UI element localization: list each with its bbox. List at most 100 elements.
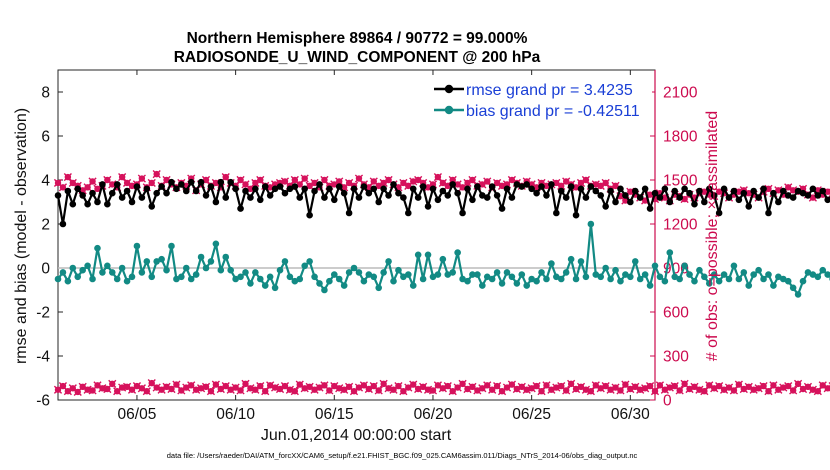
bias-point	[676, 275, 683, 283]
rmse-point	[266, 192, 274, 199]
rmse-point	[775, 198, 782, 206]
bias-point	[390, 277, 397, 285]
y-right-tick-label: 1500	[663, 173, 698, 190]
bias-point	[809, 271, 817, 278]
rmse-point	[434, 196, 442, 204]
bias-point	[794, 291, 802, 298]
rmse-point	[755, 194, 762, 201]
rmse-point	[730, 187, 738, 195]
obs-possible-marker	[414, 175, 423, 185]
rmse-point	[237, 205, 244, 212]
rmse-point	[562, 194, 570, 201]
bias-point	[508, 273, 516, 281]
bias-point	[84, 262, 91, 270]
bias-point	[819, 266, 827, 274]
rmse-point	[350, 185, 358, 193]
rmse-point	[256, 196, 264, 204]
obs-assimilated-marker	[705, 381, 714, 390]
rmse-point	[158, 183, 165, 190]
rmse-point	[518, 183, 526, 190]
rmse-point	[375, 198, 383, 206]
rmse-point	[770, 189, 777, 197]
bias-point	[118, 264, 126, 272]
obs-assimilated-cross	[290, 387, 299, 396]
bias-point	[54, 275, 62, 283]
rmse-point	[631, 187, 639, 195]
rmse-point	[261, 183, 269, 190]
rmse-point	[701, 198, 708, 206]
obs-assimilated-marker	[108, 379, 117, 388]
obs-assimilated-cross	[236, 386, 245, 395]
rmse-point	[370, 185, 378, 193]
bias-point	[261, 282, 269, 289]
bias-point	[740, 269, 748, 276]
rmse-point	[123, 187, 131, 195]
rmse-point	[557, 187, 565, 195]
rmse-point	[271, 185, 279, 193]
x-tick-label: 06/15	[315, 406, 354, 423]
bias-point	[666, 249, 674, 256]
plot-area	[57, 69, 656, 401]
rmse-point	[247, 194, 254, 201]
legend: rmse grand pr = 3.4235 bias grand pr = -…	[430, 75, 652, 121]
rmse-point	[577, 185, 585, 193]
rmse-point	[587, 183, 595, 190]
rmse-point	[360, 183, 368, 190]
bias-point	[592, 271, 600, 278]
rmse-point	[163, 189, 170, 197]
y-axis-label-left: rmse and bias (model - observation)	[13, 108, 30, 364]
rmse-point	[528, 185, 535, 193]
rmse-point	[316, 181, 323, 188]
obs-assimilated-marker	[142, 387, 151, 396]
bias-point	[720, 271, 728, 278]
rmse-point	[705, 185, 713, 193]
rmse-point	[439, 187, 447, 195]
rmse-point	[192, 187, 200, 195]
bias-point	[686, 271, 693, 278]
rmse-point	[400, 194, 407, 201]
rmse-point	[617, 185, 624, 193]
rmse-point	[321, 194, 328, 201]
bias-point	[799, 277, 807, 285]
bias-point	[770, 282, 777, 289]
bias-point	[631, 258, 639, 265]
bias-point	[789, 284, 797, 292]
rmse-point	[74, 185, 82, 193]
rmse-point	[419, 183, 427, 190]
rmse-point	[597, 192, 605, 199]
obs-assimilated-marker	[675, 386, 684, 395]
obs-possible-cross	[300, 174, 309, 183]
axis-ticks: 06/05 06/10 06/15 06/20 06/25 06/30 -6 -4 -2 0 2 4 6…	[36, 70, 698, 423]
y-left-tick-label: 0	[41, 261, 50, 278]
bias-point	[636, 275, 644, 283]
obs-possible-cross	[88, 177, 97, 186]
bias-point	[133, 242, 141, 250]
y-right-tick-label: 2100	[663, 85, 698, 102]
rmse-point	[128, 198, 136, 206]
rmse-point	[533, 189, 540, 197]
bias-point	[572, 275, 580, 283]
obs-possible-marker	[354, 174, 364, 183]
rmse-point	[202, 192, 210, 199]
rmse-point	[779, 187, 787, 195]
bias-point	[651, 262, 659, 270]
bias-point	[681, 262, 688, 270]
bias-point	[405, 271, 412, 278]
bias-point	[528, 275, 535, 283]
bias-point	[784, 277, 792, 285]
rmse-point	[681, 185, 688, 193]
bias-point	[617, 277, 624, 285]
rmse-point	[572, 211, 580, 219]
bias-point	[641, 271, 649, 278]
chart-title-line-2: RADIOSONDE_U_WIND_COMPONENT @ 200 hPa	[174, 49, 541, 66]
bias-point	[153, 258, 160, 265]
obs-assimilated-series	[53, 379, 830, 397]
rmse-point	[296, 194, 304, 201]
rmse-point	[385, 192, 392, 199]
obs-assimilated-marker	[399, 387, 408, 396]
obs-assimilated-marker	[690, 382, 699, 391]
rmse-point	[488, 183, 496, 190]
obs-possible-marker	[562, 177, 571, 186]
bias-point	[493, 269, 501, 276]
rmse-point	[227, 178, 234, 186]
